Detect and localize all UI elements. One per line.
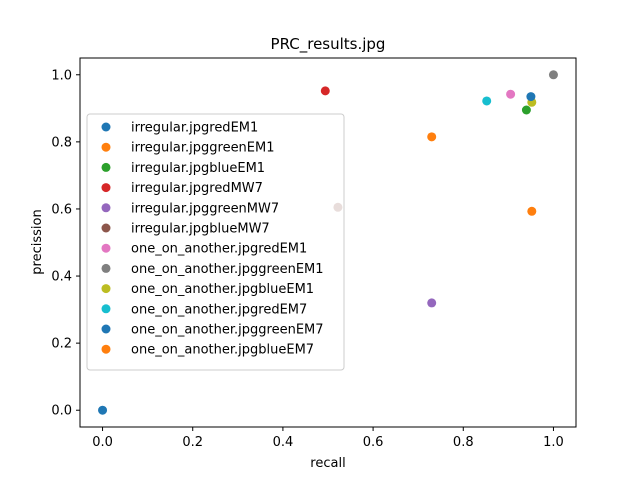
x-tick-label: 0.4: [273, 435, 294, 450]
x-tick-label: 0.8: [453, 435, 474, 450]
legend-marker: [101, 203, 111, 213]
data-point: [482, 96, 492, 106]
legend-label: one_on_another.jpgblueEM1: [131, 282, 314, 297]
x-tick-label: 0.6: [363, 435, 384, 450]
y-axis: 0.0 0.2 0.4 0.6 0.8 1.0: [51, 68, 80, 419]
x-axis: 0.0 0.2 0.4 0.6 0.8 1.0: [92, 427, 564, 450]
x-tick-label: 1.0: [543, 435, 564, 450]
legend-marker: [101, 183, 111, 193]
y-tick-label: 0.4: [51, 270, 72, 285]
y-axis-title: precission: [30, 209, 45, 274]
y-tick-label: 1.0: [51, 68, 72, 83]
legend-marker: [101, 162, 111, 172]
legend: irregular.jpgredEM1 irregular.jpggreenEM1…: [86, 113, 345, 371]
legend-marker: [101, 243, 111, 253]
y-tick-label: 0.2: [51, 337, 72, 352]
y-tick-label: 0.6: [51, 202, 72, 217]
legend-marker: [101, 263, 111, 273]
legend-marker: [101, 223, 111, 233]
legend-box: [86, 113, 345, 371]
legend-label: irregular.jpgredMW7: [131, 181, 263, 196]
data-point: [526, 92, 536, 102]
legend-marker: [101, 142, 111, 152]
legend-label: irregular.jpgblueMW7: [131, 222, 270, 237]
legend-marker: [101, 122, 111, 132]
legend-label: one_on_another.jpgredEM1: [131, 242, 307, 257]
legend-label: one_on_another.jpggreenEM1: [131, 262, 324, 277]
legend-label: one_on_another.jpgblueEM7: [131, 343, 314, 358]
legend-label: irregular.jpgredEM1: [131, 121, 258, 136]
data-point: [527, 206, 537, 216]
data-point: [320, 86, 330, 96]
y-tick-label: 0.8: [51, 135, 72, 150]
legend-label: one_on_another.jpggreenEM7: [131, 323, 324, 338]
legend-label: irregular.jpggreenMW7: [131, 201, 279, 216]
data-point: [427, 132, 437, 142]
data-point: [548, 70, 558, 80]
x-tick-label: 0.0: [92, 435, 113, 450]
data-point: [427, 298, 437, 308]
x-axis-title: recall: [310, 456, 345, 471]
data-point: [506, 89, 516, 99]
legend-marker: [101, 284, 111, 294]
legend-label: irregular.jpggreenEM1: [131, 141, 275, 156]
x-tick-label: 0.2: [182, 435, 203, 450]
data-point: [98, 405, 108, 415]
legend-marker: [101, 324, 111, 334]
chart-title: PRC_results.jpg: [271, 35, 386, 54]
legend-label: one_on_another.jpgredEM7: [131, 302, 307, 317]
legend-label: irregular.jpgblueEM1: [131, 161, 265, 176]
y-tick-label: 0.0: [51, 404, 72, 419]
legend-marker: [101, 304, 111, 314]
legend-marker: [101, 344, 111, 354]
data-point: [521, 105, 531, 115]
